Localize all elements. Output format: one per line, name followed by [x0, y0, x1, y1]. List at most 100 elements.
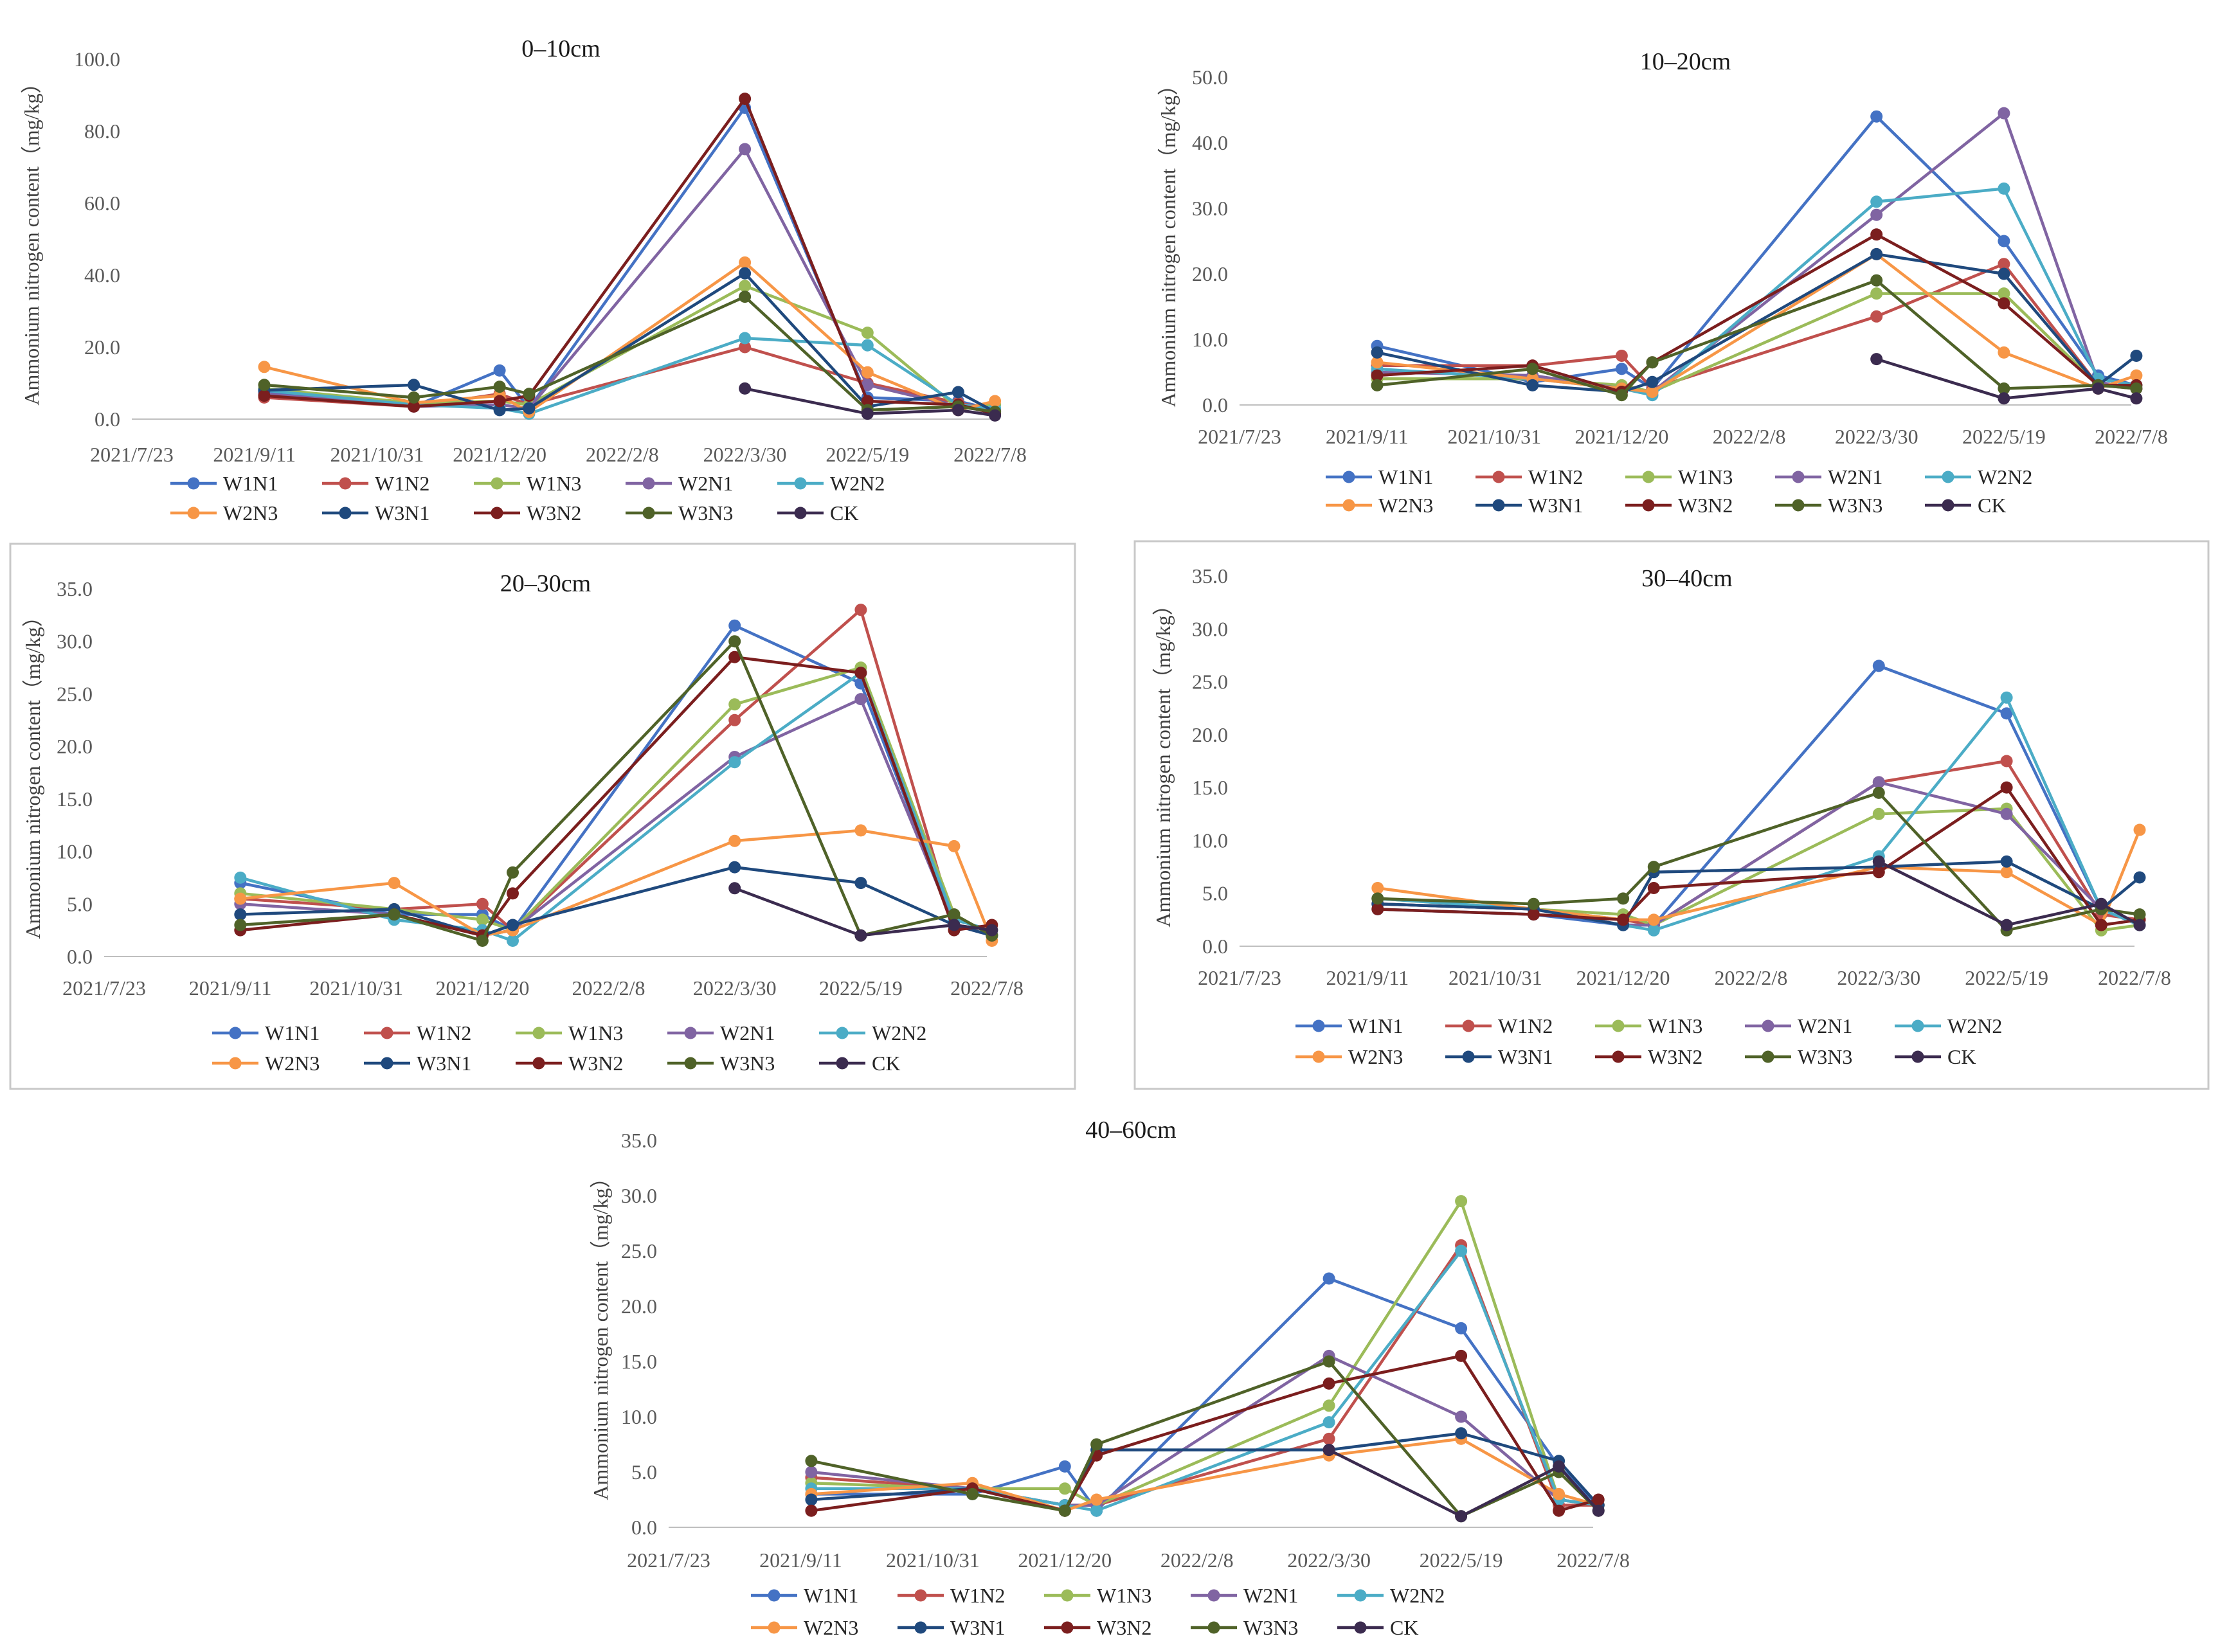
legend-marker: [1492, 499, 1505, 512]
legend-marker: [914, 1621, 927, 1634]
legend-item-W3N3: W3N3: [626, 501, 733, 525]
legend-marker: [1612, 1050, 1625, 1063]
data-point: [1615, 350, 1628, 362]
legend-item-W2N2: W2N2: [1337, 1584, 1445, 1607]
data-point: [1870, 353, 1883, 366]
legend-marker: [339, 477, 352, 490]
legend-item-W1N1: W1N1: [170, 472, 278, 495]
data-point: [523, 402, 536, 415]
series-line: [240, 671, 993, 942]
legend-item-W3N3: W3N3: [1191, 1616, 1298, 1639]
data-point: [2130, 350, 2143, 362]
y-tick-label: 60.0: [84, 192, 120, 215]
y-tick-label: 35.0: [621, 1129, 657, 1152]
legend-label: W1N3: [568, 1021, 623, 1045]
legend-label: W1N3: [1648, 1014, 1702, 1037]
y-tick-label: 0.0: [631, 1516, 657, 1539]
x-tick-label: 2021/9/11: [1326, 966, 1409, 989]
y-tick-label: 10.0: [1192, 328, 1228, 351]
data-point: [1455, 1410, 1468, 1423]
data-point: [2000, 866, 2013, 879]
series-W3N3: [1371, 274, 2143, 402]
legend-marker: [1942, 471, 1954, 483]
legend-item-W3N3: W3N3: [1775, 494, 1882, 517]
data-point: [1455, 1195, 1468, 1208]
legend-item-W3N1: W3N1: [898, 1616, 1005, 1639]
x-tick-label: 2022/7/8: [2095, 425, 2168, 448]
data-point: [1322, 1377, 1335, 1390]
x-tick-label: 2022/7/8: [950, 976, 1024, 1000]
y-tick-label: 80.0: [84, 120, 120, 143]
data-point: [948, 839, 961, 852]
x-tick-label: 2021/9/11: [759, 1549, 842, 1572]
legend-marker: [1207, 1621, 1220, 1634]
data-point: [408, 400, 420, 413]
legend-label: W3N1: [1498, 1045, 1553, 1068]
data-point: [805, 1493, 818, 1506]
data-point: [739, 93, 752, 105]
y-tick-label: 15.0: [1192, 776, 1228, 799]
series-line: [264, 271, 996, 413]
data-point: [861, 379, 874, 391]
series-line: [734, 886, 993, 937]
data-point: [1870, 110, 1883, 123]
data-point: [2000, 919, 2013, 931]
legend-item-W2N1: W2N1: [1775, 465, 1882, 489]
legend-marker: [1492, 471, 1505, 483]
legend-item-W1N3: W1N3: [1625, 465, 1733, 489]
data-point: [952, 404, 964, 417]
series-line: [745, 387, 995, 417]
series-CK: [1870, 353, 2143, 405]
x-tick-label: 2021/7/23: [1198, 966, 1281, 989]
data-point: [861, 366, 874, 379]
data-point: [408, 379, 420, 391]
x-tick-label: 2022/3/30: [703, 443, 787, 466]
x-tick-label: 2022/3/30: [693, 976, 777, 1000]
legend-item-W2N2: W2N2: [1925, 465, 2032, 489]
y-tick-label: 30.0: [1192, 617, 1228, 640]
data-point: [1872, 660, 1885, 672]
data-point: [1870, 228, 1883, 241]
data-point: [1647, 861, 1660, 874]
series-line: [1377, 791, 2140, 932]
data-point: [1870, 274, 1883, 287]
data-point: [1322, 1355, 1335, 1368]
legend-marker: [381, 1027, 393, 1039]
data-point: [1090, 1493, 1103, 1506]
panel-frame: [9, 543, 1076, 1090]
y-tick-label: 100.0: [74, 48, 120, 71]
x-tick-label: 2021/12/20: [1576, 966, 1670, 989]
legend-marker: [684, 1027, 697, 1039]
legend-label: W2N2: [830, 472, 885, 495]
y-axis-label: Ammonium nitrogen content（mg/kg）: [20, 73, 43, 405]
legend-label: W3N3: [1243, 1616, 1298, 1639]
y-tick-label: 30.0: [57, 630, 93, 653]
legend-label: W2N2: [1947, 1014, 2002, 1037]
data-point: [739, 341, 752, 354]
legend-item-W2N2: W2N2: [819, 1021, 926, 1045]
data-point: [1646, 356, 1659, 369]
x-tick-label: 2021/7/23: [62, 976, 146, 1000]
data-point: [1998, 235, 2010, 247]
legend-label: CK: [872, 1052, 900, 1075]
legend-marker: [642, 477, 655, 490]
data-point: [1872, 776, 1885, 789]
x-tick-label: 2022/3/30: [1835, 425, 1918, 448]
data-point: [1371, 379, 1384, 391]
data-point: [1647, 913, 1660, 926]
legend-item-W1N2: W1N2: [364, 1021, 471, 1045]
x-tick-label: 2022/3/30: [1287, 1549, 1371, 1572]
legend-label: W2N1: [1243, 1584, 1298, 1607]
data-point: [2000, 707, 2013, 720]
legend-label: CK: [1390, 1616, 1418, 1639]
data-point: [952, 386, 964, 399]
data-point: [1872, 866, 1885, 879]
data-point: [2000, 691, 2013, 704]
data-point: [1870, 310, 1883, 323]
legend-marker: [187, 477, 200, 490]
data-point: [234, 892, 247, 905]
legend-item-CK: CK: [777, 501, 858, 525]
legend-label: W3N2: [1678, 494, 1733, 517]
series-line: [240, 829, 993, 942]
data-point: [2092, 382, 2104, 395]
